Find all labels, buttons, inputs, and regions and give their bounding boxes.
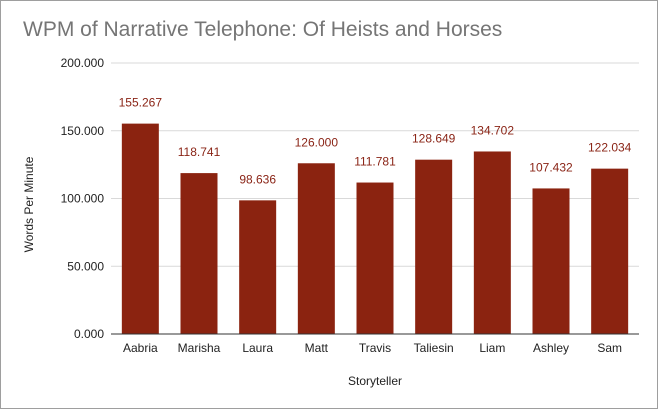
data-label: 155.267 (119, 96, 163, 110)
bars (121, 123, 629, 334)
bar-matt (297, 163, 335, 334)
x-tick-label: Aabria (123, 341, 158, 355)
x-tick-label: Laura (242, 341, 273, 355)
x-tick-label: Travis (359, 341, 391, 355)
y-axis-title: Words Per Minute (22, 156, 36, 252)
x-axis-title: Storyteller (348, 374, 402, 388)
y-tick-label: 0.000 (74, 327, 104, 341)
y-tick-label: 200.000 (61, 56, 105, 70)
x-tick-label: Sam (597, 341, 622, 355)
x-axis-ticks: Aabria Marisha Laura Matt Travis Taliesin Liam… (123, 341, 622, 355)
data-label: 134.702 (471, 123, 515, 137)
x-tick-label: Ashley (533, 341, 569, 355)
data-label: 118.741 (178, 145, 221, 159)
bar-aabria (121, 123, 159, 334)
y-tick-label: 150.000 (61, 124, 105, 138)
data-label: 126.000 (295, 135, 339, 149)
data-label: 98.636 (239, 172, 276, 186)
data-label: 111.781 (354, 155, 396, 169)
chart-title: WPM of Narrative Telephone: Of Heists an… (23, 18, 503, 41)
data-label: 122.034 (588, 141, 632, 155)
bar-laura (239, 200, 277, 334)
bar-taliesin (415, 159, 453, 334)
data-label: 107.432 (529, 160, 573, 174)
bar-sam (591, 168, 629, 334)
bar-travis (356, 182, 394, 334)
x-tick-label: Taliesin (414, 341, 454, 355)
bar-marisha (180, 173, 218, 334)
x-tick-label: Marisha (178, 341, 221, 355)
y-tick-label: 100.000 (61, 192, 105, 206)
x-tick-label: Matt (305, 341, 329, 355)
y-axis-ticks: 0.000 50.000 100.000 150.000 200.000 (61, 56, 105, 341)
data-label: 128.649 (412, 132, 456, 146)
x-tick-label: Liam (479, 341, 505, 355)
bar-ashley (532, 188, 570, 334)
bar-liam (473, 151, 511, 334)
y-tick-label: 50.000 (67, 259, 104, 273)
data-labels: 155.267 118.741 98.636 126.000 111.781 128.64… (119, 96, 632, 187)
